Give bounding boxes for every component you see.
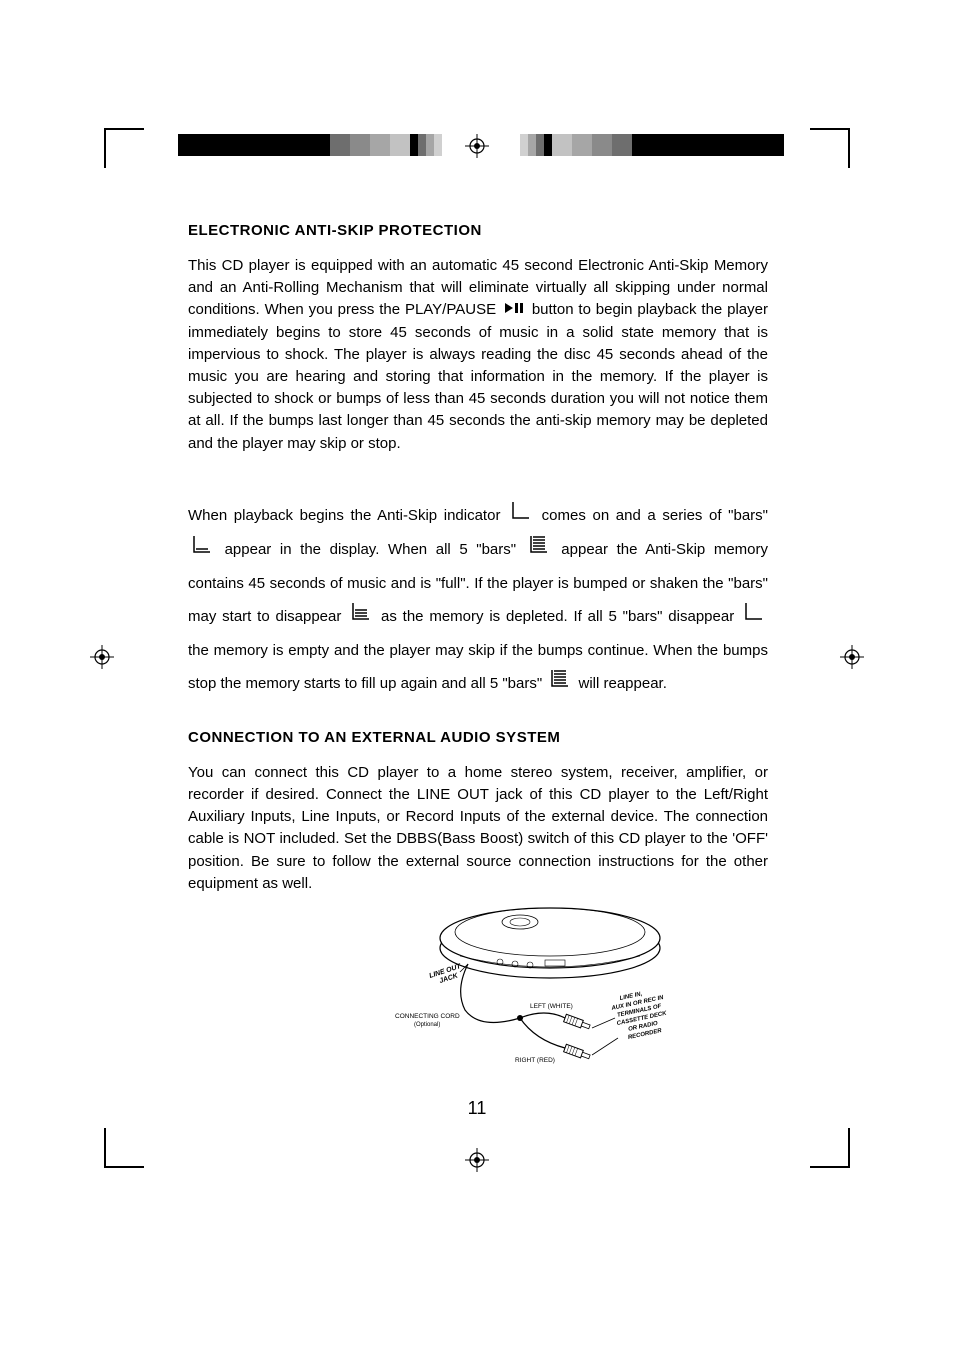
page-number: 11: [0, 1098, 954, 1119]
crop-mark: [848, 128, 850, 168]
colorbar-swatch: [544, 134, 552, 156]
text: When playback begins the Anti-Skip indic…: [188, 507, 507, 524]
connection-illustration: LINE OUT JACK CONNECTING CORD (Optional)…: [370, 900, 750, 1080]
colorbar-swatch: [746, 134, 784, 156]
play-pause-icon: [504, 299, 524, 321]
crop-mark: [104, 128, 106, 168]
colorbar-swatch: [390, 134, 410, 156]
heading-1: ELECTRONIC ANTI-SKIP PROTECTION: [188, 222, 768, 239]
colorbar-swatch: [292, 134, 330, 156]
text: comes on and a series of "bars": [535, 507, 768, 524]
colorbar-swatch: [572, 134, 592, 156]
colorbar-swatch: [536, 134, 544, 156]
label-right: RIGHT (RED): [515, 1057, 555, 1064]
label-left: LEFT (WHITE): [530, 1003, 573, 1010]
heading-2: CONNECTION TO AN EXTERNAL AUDIO SYSTEM: [188, 729, 768, 746]
text: will reappear.: [574, 675, 667, 692]
bars-empty-icon: [743, 600, 765, 634]
crop-mark: [848, 1128, 850, 1168]
bars-5-icon: [549, 667, 571, 701]
colorbar-swatch: [612, 134, 632, 156]
colorbar-swatch: [330, 134, 350, 156]
text: as the memory is depleted. If all 5 "bar…: [375, 608, 740, 625]
colorbar-swatch: [216, 134, 254, 156]
colorbar-swatch: [632, 134, 670, 156]
colorbar-swatch: [552, 134, 572, 156]
colorbar-swatch: [708, 134, 746, 156]
bars-5-icon: [528, 533, 550, 567]
printer-colorbar: [178, 134, 442, 156]
page-content: ELECTRONIC ANTI-SKIP PROTECTION This CD …: [188, 222, 768, 913]
crop-mark: [810, 1166, 850, 1168]
registration-mark-icon: [465, 1148, 489, 1172]
colorbar-swatch: [350, 134, 370, 156]
paragraph-3: You can connect this CD player to a home…: [188, 762, 768, 895]
colorbar-swatch: [178, 134, 216, 156]
crop-mark: [104, 1166, 144, 1168]
colorbar-swatch: [592, 134, 612, 156]
colorbar-swatch: [410, 134, 418, 156]
bars-0-icon: [510, 499, 532, 533]
colorbar-swatch: [520, 134, 528, 156]
colorbar-swatch: [254, 134, 292, 156]
registration-mark-icon: [90, 645, 114, 669]
label-cord-sub: (Optional): [414, 1022, 440, 1028]
colorbar-swatch: [418, 134, 426, 156]
bars-3-icon: [350, 600, 372, 634]
text: the memory is empty and the player may s…: [188, 642, 768, 692]
text: button to begin playback the player imme…: [188, 301, 768, 451]
printer-colorbar: [520, 134, 784, 156]
paragraph-1: This CD player is equipped with an autom…: [188, 255, 768, 455]
colorbar-swatch: [434, 134, 442, 156]
registration-mark-icon: [465, 134, 489, 158]
crop-mark: [104, 128, 144, 130]
crop-mark: [810, 128, 850, 130]
paragraph-2: When playback begins the Anti-Skip indic…: [188, 499, 768, 701]
colorbar-swatch: [370, 134, 390, 156]
colorbar-swatch: [426, 134, 434, 156]
colorbar-swatch: [670, 134, 708, 156]
colorbar-swatch: [528, 134, 536, 156]
crop-mark: [104, 1128, 106, 1168]
label-cord: CONNECTING CORD: [395, 1013, 460, 1020]
registration-mark-icon: [840, 645, 864, 669]
bars-1-icon: [191, 533, 213, 567]
text: appear in the display. When all 5 "bars": [216, 541, 525, 558]
